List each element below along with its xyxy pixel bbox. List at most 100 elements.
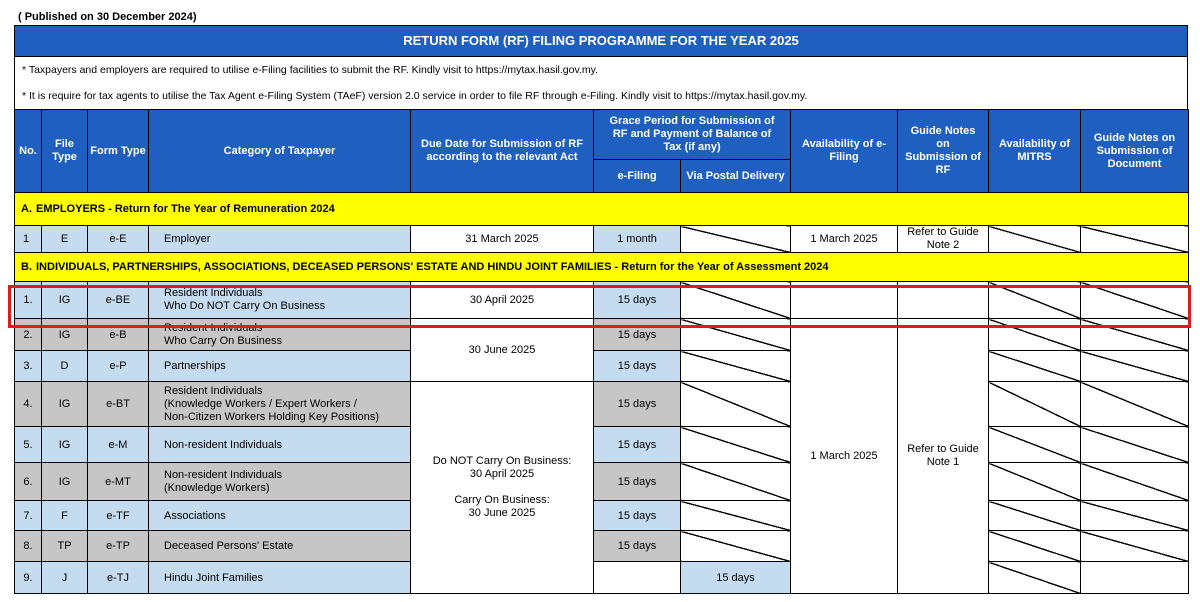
header-due-date: Due Date for Submission of RF according …: [410, 109, 594, 193]
category-line: Resident Individuals: [164, 321, 263, 334]
header-form-type: Form Type: [87, 109, 149, 193]
row-postal-na: [679, 426, 792, 463]
row-no: 1.: [14, 281, 42, 319]
row-mitrs-na: [988, 530, 1082, 562]
row-postal-na: [679, 225, 792, 253]
row-form-type: e-TP: [87, 530, 149, 562]
row-category: Resident Individuals (Knowledge Workers /…: [148, 381, 411, 427]
table-row: 8. TP e-TP Deceased Persons' Estate 15 d…: [14, 530, 1190, 562]
row-guide-doc-na: [1080, 426, 1190, 463]
table-row: 6. IG e-MT Non-resident Individuals (Know…: [14, 462, 1190, 501]
row-category: Associations: [148, 500, 411, 531]
row-guide-doc-na: [1080, 350, 1190, 382]
row-category: Resident Individuals Who Carry On Busines…: [148, 318, 411, 351]
row-postal-na: [679, 462, 792, 501]
header-no: No.: [14, 109, 42, 193]
row-category: Employer: [148, 225, 411, 253]
row-no: 7.: [14, 500, 42, 531]
table-row: 1 E e-E Employer 31 March 2025 1 month 1…: [14, 225, 1190, 253]
row-file-type: IG: [41, 281, 88, 319]
header-grace-period: Grace Period for Submission of RF and Pa…: [592, 109, 792, 160]
row-file-type: IG: [41, 462, 88, 501]
category-line: Non-Citizen Workers Holding Key Position…: [164, 410, 379, 423]
row-file-type: IG: [41, 426, 88, 463]
row-no: 8.: [14, 530, 42, 562]
row-grace-efiling: 15 days: [593, 381, 681, 427]
header-availability-mitrs: Availability of MITRS: [988, 109, 1082, 193]
row-grace-efiling: 15 days: [679, 561, 792, 594]
table-row: 4. IG e-BT Resident Individuals (Knowledg…: [14, 381, 1190, 594]
category-line: (Knowledge Workers / Expert Workers /: [164, 397, 357, 410]
section-b-letter: B.: [21, 261, 32, 273]
row-mitrs-na: [988, 350, 1082, 382]
row-grace-efiling: 15 days: [593, 426, 681, 463]
note-efiling: * Taxpayers and employers are required t…: [14, 57, 1188, 83]
row-mitrs-na: [988, 500, 1082, 531]
row-file-type: IG: [41, 381, 88, 427]
due-date-group: Do NOT Carry On Business: 30 April 2025 …: [410, 381, 594, 594]
row-grace-efiling: 15 days: [593, 318, 681, 351]
row-no: 4.: [14, 381, 42, 427]
note-taef: * It is require for tax agents to utilis…: [14, 83, 1188, 109]
row-postal-na: [988, 561, 1082, 594]
row-file-type: E: [41, 225, 88, 253]
row-postal-na: [679, 281, 792, 319]
row-form-type: e-BE: [87, 281, 149, 319]
table-row: 7. F e-TF Associations 15 days: [14, 500, 1190, 531]
section-b-label: INDIVIDUALS, PARTNERSHIPS, ASSOCIATIONS,…: [36, 261, 829, 273]
row-file-type: F: [41, 500, 88, 531]
row-due-date: 30 April 2025: [410, 281, 594, 319]
category-line: Who Carry On Business: [164, 334, 282, 347]
row-grace-efiling: 15 days: [593, 350, 681, 382]
due-date-line: Carry On Business:: [454, 494, 550, 506]
row-form-type: e-MT: [87, 462, 149, 501]
row-grace-efiling: 1 month: [593, 225, 681, 253]
row-category: Resident Individuals Who Do NOT Carry On …: [148, 281, 411, 319]
row-mitrs-na: [988, 381, 1082, 427]
row-file-type: TP: [41, 530, 88, 562]
row-no: 5.: [14, 426, 42, 463]
row-form-type: e-BT: [87, 381, 149, 427]
document-title: RETURN FORM (RF) FILING PROGRAMME FOR TH…: [14, 25, 1188, 57]
section-a-letter: A.: [21, 203, 32, 215]
row-file-type: J: [41, 561, 88, 594]
row-no: 2.: [14, 318, 42, 351]
header-availability-efiling: Availability of e-Filing: [790, 109, 899, 193]
category-line: Who Do NOT Carry On Business: [164, 300, 326, 312]
filing-table: No. File Type Form Type Category of Taxp…: [13, 109, 1190, 594]
row-category: Non-resident Individuals (Knowledge Worke…: [148, 462, 411, 501]
row-no: 3.: [14, 350, 42, 382]
due-date-line: 30 April 2025: [469, 468, 535, 480]
row-due-date: 31 March 2025: [410, 225, 594, 253]
section-a-label: EMPLOYERS - Return for The Year of Remun…: [36, 203, 335, 215]
row-postal-na: [679, 500, 792, 531]
header-guide-notes-document: Guide Notes on Submission of Document: [1080, 109, 1190, 193]
row-form-type: e-TF: [87, 500, 149, 531]
row-availability-efiling: [790, 281, 899, 319]
row-mitrs-na: [988, 462, 1082, 501]
row-mitrs-na: [988, 225, 1082, 253]
row-grace-efiling: 15 days: [593, 462, 681, 501]
row-guide-doc-na: [1080, 281, 1190, 319]
row-grace-efiling: 15 days: [593, 281, 681, 319]
due-date-line: Do NOT Carry On Business:: [432, 455, 572, 467]
row-category: Partnerships: [148, 350, 411, 382]
row-grace-efiling: 15 days: [593, 500, 681, 531]
table-row: 5. IG e-M Non-resident Individuals 15 da…: [14, 426, 1190, 463]
guide-note-group: Refer to Guide Note 1: [897, 318, 990, 594]
header-guide-notes-rf: Guide Notes on Submission of RF: [897, 109, 990, 193]
row-form-type: e-M: [87, 426, 149, 463]
row-due-date: 30 June 2025: [410, 318, 594, 382]
row-guide-doc-na: [1080, 530, 1190, 562]
filing-programme-document: RETURN FORM (RF) FILING PROGRAMME FOR TH…: [13, 25, 1190, 594]
header-postal-delivery: Via Postal Delivery: [679, 159, 792, 193]
row-mitrs-na: [988, 318, 1082, 351]
row-guide-doc-na: [1080, 500, 1190, 531]
row-mitrs-na: [988, 426, 1082, 463]
due-date-line: 30 June 2025: [468, 507, 536, 519]
row-grace-efiling: 15 days: [593, 530, 681, 562]
row-file-type: D: [41, 350, 88, 382]
row-availability-efiling: 1 March 2025: [790, 225, 899, 253]
row-form-type: e-P: [87, 350, 149, 382]
header-efiling: e-Filing: [593, 159, 681, 193]
